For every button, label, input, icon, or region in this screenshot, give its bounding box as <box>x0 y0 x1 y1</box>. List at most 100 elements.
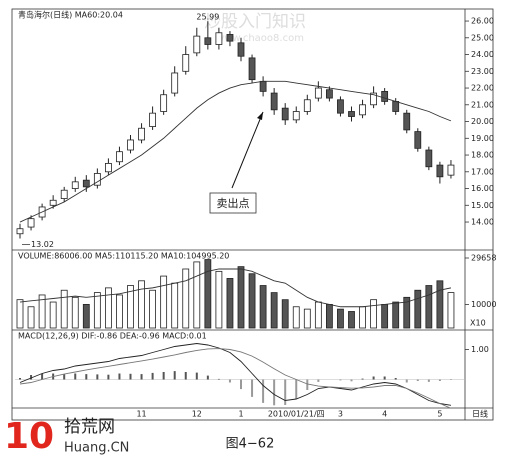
y-tick-label: 19.00 <box>471 134 494 143</box>
volume-bar <box>160 275 168 329</box>
candle-body <box>127 139 134 151</box>
candle-body <box>248 57 256 81</box>
candle-body <box>226 34 234 42</box>
candle-body <box>447 164 455 176</box>
volume-bar <box>105 287 112 329</box>
chart-frame <box>11 8 494 421</box>
volume-bar <box>403 296 411 329</box>
volume-bar <box>93 292 101 329</box>
volume-bar <box>237 266 245 329</box>
price-header: 青岛海尔(日线) MA60:20.04 <box>18 10 123 20</box>
logo-name: 拾荒网 <box>64 417 115 437</box>
x-tick-label: 2010/01/21/四 <box>268 410 325 419</box>
indicator-line <box>19 268 452 308</box>
volume-bar <box>259 285 267 329</box>
low-label: 13.02 <box>31 240 54 249</box>
candle-body <box>381 90 389 102</box>
volume-bar <box>226 278 234 329</box>
volume-bar <box>414 289 422 329</box>
volume-bar <box>303 308 311 329</box>
candle-body <box>193 35 201 54</box>
candle-body <box>292 111 300 121</box>
volume-bar <box>292 306 300 329</box>
y-tick-label: 10000 <box>471 300 496 309</box>
volume-bar <box>314 301 322 329</box>
candle-body <box>182 54 190 72</box>
period-label: 日线 <box>472 409 488 419</box>
volume-bar <box>49 301 57 329</box>
volume-bar <box>425 285 433 329</box>
candle-body <box>337 99 344 114</box>
volume-bar <box>215 270 223 329</box>
candle-body <box>171 72 179 94</box>
candle-body <box>359 104 366 116</box>
candle-body <box>204 37 212 45</box>
volume-bar <box>370 299 378 329</box>
x-tick-label: 4 <box>382 410 387 419</box>
candle-body <box>325 89 333 99</box>
y-tick-label: 22.00 <box>471 84 494 93</box>
y-tick-label: 16.00 <box>471 184 494 193</box>
y-tick-label: 21.00 <box>471 100 494 109</box>
volume-bar <box>60 289 68 329</box>
x-tick-label: 12 <box>192 410 202 419</box>
high-label: 25.99 <box>196 13 219 22</box>
volume-bar <box>281 299 289 329</box>
volume-bar <box>392 301 400 329</box>
volume-header: VOLUME:86006.00 MA5:110115.20 MA10:10499… <box>18 252 229 261</box>
volume-bar <box>270 292 278 329</box>
candle-body <box>270 92 278 111</box>
volume-bar <box>436 280 444 329</box>
candle-body <box>160 94 168 112</box>
volume-bar <box>193 261 201 329</box>
candle-body <box>49 199 57 206</box>
watermark-title: 炒股入门知识 <box>204 12 306 32</box>
y-tick-label: 26.00 <box>471 17 494 26</box>
annotation-text: 卖出点 <box>217 196 250 210</box>
indicator-line <box>19 348 452 409</box>
watermark-url: www.chaoo8.com <box>216 33 304 44</box>
volume-bar <box>138 280 145 329</box>
y-tick-label: 24.00 <box>471 50 494 59</box>
y-tick-label: 1.00 <box>471 345 489 354</box>
y-tick-label: 14.00 <box>471 218 494 227</box>
annotation-arrow <box>231 111 264 189</box>
volume-bar <box>325 303 333 329</box>
volume-bar <box>348 311 355 329</box>
volume-bar <box>38 294 46 329</box>
candle-body <box>105 163 112 173</box>
candle-body <box>436 164 444 178</box>
volume-unit: X10 <box>470 319 486 328</box>
arrow-head <box>257 112 263 120</box>
x-tick-label: 3 <box>338 410 343 419</box>
volume-bar <box>27 306 35 329</box>
volume-bar <box>204 259 212 329</box>
candle-body <box>392 101 400 112</box>
candle-body <box>71 181 79 189</box>
candle-body <box>348 111 355 117</box>
candle-body <box>82 179 90 188</box>
volume-bar <box>337 308 344 329</box>
volume-bar <box>71 296 79 329</box>
candle-body <box>16 228 24 235</box>
volume-bar <box>82 303 90 329</box>
macd-header: MACD(12,26,9) DIF:-0.86 DEA:-0.96 MACD:0… <box>18 332 207 341</box>
candle-body <box>303 99 311 112</box>
volume-bar <box>359 306 366 329</box>
candle-body <box>314 87 322 99</box>
candle-body <box>60 189 68 199</box>
volume-bar <box>381 303 389 329</box>
candle-body <box>425 149 433 168</box>
y-tick-label: 29658 <box>471 254 496 263</box>
volume-bar <box>248 273 256 329</box>
candle-body <box>403 112 411 131</box>
indicator-line <box>19 343 452 406</box>
y-tick-label: 18.00 <box>471 151 494 160</box>
annotation-box <box>209 192 257 214</box>
logo-domain: Huang.CN <box>64 441 129 456</box>
caption: 图4−62 <box>226 437 275 452</box>
y-tick-label: 25.00 <box>471 33 494 42</box>
candle-body <box>259 80 267 92</box>
candle-body <box>138 127 145 141</box>
